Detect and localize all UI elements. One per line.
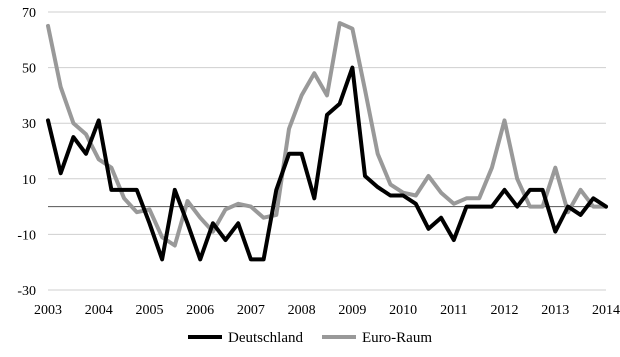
- y-tick-label: -10: [17, 228, 36, 243]
- y-tick-label: 70: [22, 6, 36, 21]
- legend-label-deutschland: Deutschland: [228, 330, 303, 346]
- x-tick-label: 2003: [34, 303, 62, 318]
- x-tick-label: 2006: [186, 303, 214, 318]
- series-line-euro-raum: [46, 21, 608, 248]
- x-tick-label: 2013: [541, 303, 569, 318]
- x-tick-label: 2007: [237, 303, 265, 318]
- y-tick-label: 50: [22, 62, 36, 77]
- horizontal-gridlines: [48, 11, 606, 291]
- y-axis-tick-labels: -30 -10 10 30 50 70: [17, 6, 36, 299]
- y-tick-label: 10: [22, 173, 36, 188]
- legend: Deutschland Euro-Raum: [188, 330, 432, 346]
- x-tick-label: 2009: [338, 303, 366, 318]
- x-tick-label: 2008: [288, 303, 316, 318]
- legend-label-euro-raum: Euro-Raum: [362, 330, 432, 346]
- x-tick-label: 2012: [491, 303, 519, 318]
- x-tick-label: 2010: [389, 303, 417, 318]
- y-tick-label: -30: [17, 284, 36, 299]
- series-line-deutschland: [46, 65, 608, 262]
- x-tick-label: 2014: [592, 303, 620, 318]
- x-tick-label: 2005: [135, 303, 163, 318]
- x-axis-tick-labels: 2003 2004 2005 2006 2007 2008 2009 2010 2011 2012…: [34, 303, 620, 318]
- y-tick-label: 30: [22, 117, 36, 132]
- x-tick-label: 2004: [85, 303, 113, 318]
- x-tick-label: 2011: [440, 303, 467, 318]
- series-lines: [46, 21, 608, 262]
